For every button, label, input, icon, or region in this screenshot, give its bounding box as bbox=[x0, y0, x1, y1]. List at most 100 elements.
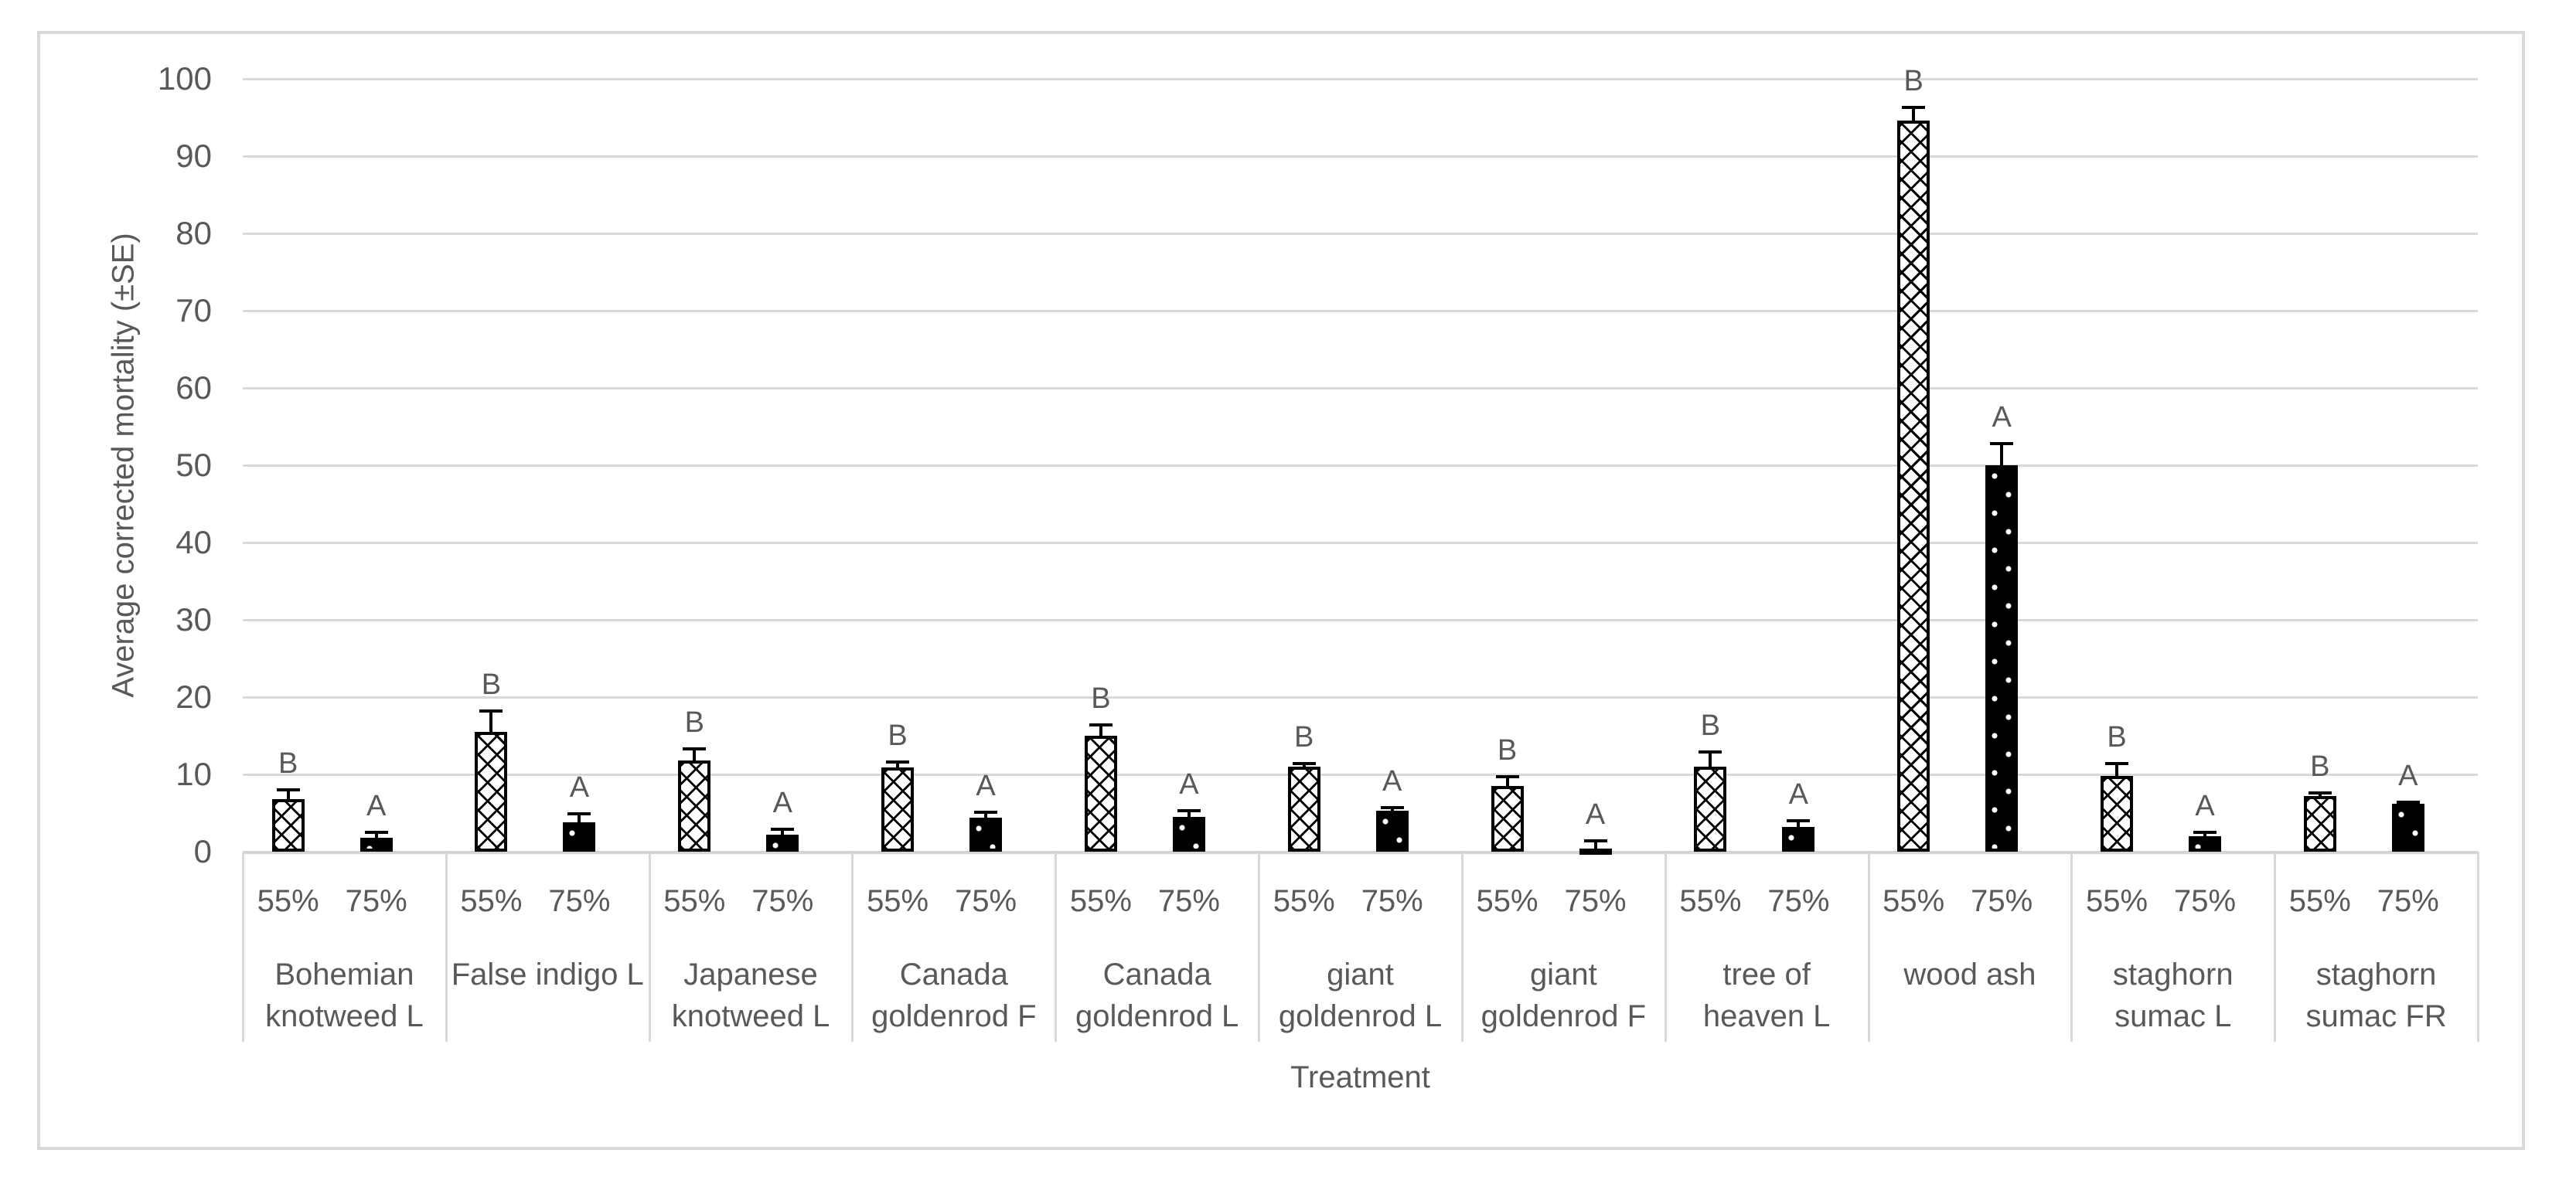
error-bar bbox=[1505, 777, 1509, 786]
category-label-line1: giant bbox=[1327, 958, 1394, 992]
error-bar bbox=[286, 790, 290, 799]
error-bar bbox=[693, 749, 697, 760]
bar-75pct-Canada-goldenrod-L bbox=[1172, 817, 1205, 852]
category-separator bbox=[2274, 852, 2277, 1042]
category-separator bbox=[1258, 852, 1261, 1042]
error-bar-cap bbox=[2105, 762, 2128, 765]
y-tick-label: 90 bbox=[175, 138, 212, 174]
significance-letter: B bbox=[1294, 721, 1314, 754]
error-bar bbox=[1099, 725, 1102, 736]
subtick-label-75pct: 75% bbox=[1564, 884, 1627, 918]
error-bar-cap bbox=[1787, 819, 1811, 822]
category-separator bbox=[1055, 852, 1058, 1042]
error-bar-cap bbox=[886, 760, 910, 764]
error-bar bbox=[2115, 764, 2118, 776]
y-tick-label: 20 bbox=[175, 679, 212, 715]
error-bar-cap bbox=[974, 811, 998, 814]
category-label-line2: sumac L bbox=[2114, 999, 2232, 1033]
category-label-line1: Canada bbox=[899, 958, 1008, 992]
error-bar-cap bbox=[1495, 775, 1519, 778]
subtick-label-55pct: 55% bbox=[460, 884, 523, 918]
category-label-line2: goldenrod F bbox=[1481, 999, 1647, 1033]
gridline-y-90 bbox=[243, 155, 2478, 158]
error-bar bbox=[1187, 811, 1191, 817]
error-bar bbox=[1302, 764, 1306, 767]
gridline-y-80 bbox=[243, 233, 2478, 235]
error-bar-cap bbox=[2308, 791, 2332, 794]
subtick-label-75pct: 75% bbox=[1971, 884, 2033, 918]
error-bar bbox=[1390, 808, 1394, 811]
significance-letter: A bbox=[1585, 798, 1606, 831]
error-bar-cap bbox=[276, 788, 300, 791]
subtick-label-55pct: 55% bbox=[1069, 884, 1132, 918]
subtick-label-75pct: 75% bbox=[1767, 884, 1830, 918]
error-bar bbox=[1709, 752, 1712, 767]
bar-75pct-Japanese-knotweed-L bbox=[766, 835, 799, 852]
y-tick-label: 50 bbox=[175, 447, 212, 483]
category-label-line2: sumac FR bbox=[2305, 999, 2447, 1033]
error-bar bbox=[2318, 793, 2322, 796]
x-axis-title: Treatment bbox=[1290, 1060, 1430, 1094]
bar-75pct-staghorn-sumac-L bbox=[2189, 836, 2221, 852]
bar-55pct-giant-goldenrod-L bbox=[1287, 767, 1320, 852]
category-label-line1: wood ash bbox=[1903, 958, 2036, 992]
significance-letter: B bbox=[684, 706, 704, 739]
y-axis-title: Average corrected mortality (±SE) bbox=[106, 233, 141, 698]
bar-55pct-staghorn-sumac-L bbox=[2101, 776, 2133, 852]
subtick-label-55pct: 55% bbox=[257, 884, 319, 918]
category-label-line2: knotweed L bbox=[265, 999, 424, 1033]
category-separator bbox=[2477, 852, 2479, 1042]
error-bar bbox=[2203, 832, 2206, 836]
bar-55pct-staghorn-sumac-FR bbox=[2303, 796, 2336, 852]
error-bar bbox=[374, 832, 378, 838]
subtick-label-55pct: 55% bbox=[1679, 884, 1742, 918]
bar-55pct-Bohemian-knotweed-L bbox=[271, 799, 305, 852]
y-tick-label: 60 bbox=[175, 369, 212, 406]
error-bar-cap bbox=[2193, 831, 2217, 834]
subtick-label-75pct: 75% bbox=[751, 884, 814, 918]
y-tick-label: 30 bbox=[175, 601, 212, 638]
gridline-y-100 bbox=[243, 78, 2478, 80]
y-tick-label: 70 bbox=[175, 292, 212, 328]
bar-75pct-tree-of-heaven-L bbox=[1782, 827, 1815, 852]
category-separator bbox=[1460, 852, 1463, 1042]
category-label-line2: goldenrod F bbox=[871, 999, 1037, 1033]
error-bar-cap bbox=[1292, 762, 1316, 765]
bar-55pct-Japanese-knotweed-L bbox=[678, 760, 711, 852]
significance-letter: B bbox=[2310, 750, 2330, 783]
category-label-line2: knotweed L bbox=[671, 999, 830, 1033]
significance-letter: B bbox=[1497, 734, 1518, 767]
category-separator bbox=[2070, 852, 2073, 1042]
gridline-y-20 bbox=[243, 696, 2478, 699]
y-tick-label: 80 bbox=[175, 215, 212, 251]
subtick-label-55pct: 55% bbox=[1476, 884, 1538, 918]
subtick-label-55pct: 55% bbox=[867, 884, 929, 918]
y-tick-label: 0 bbox=[193, 833, 212, 869]
bar-75pct-Canada-goldenrod-F bbox=[969, 818, 1003, 852]
bar-75pct-wood-ash bbox=[1985, 465, 2019, 852]
error-bar bbox=[1797, 821, 1801, 827]
error-bar-cap bbox=[1990, 442, 2014, 445]
error-bar bbox=[781, 829, 785, 835]
error-bar-cap bbox=[567, 812, 591, 815]
category-separator bbox=[445, 852, 448, 1042]
category-label-line1: staghorn bbox=[2112, 958, 2234, 992]
subtick-label-55pct: 55% bbox=[2288, 884, 2351, 918]
category-label-line1: giant bbox=[1529, 958, 1597, 992]
significance-letter: A bbox=[2195, 790, 2215, 822]
y-tick-label: 40 bbox=[175, 524, 212, 560]
x-axis-line bbox=[243, 851, 2478, 854]
gridline-y-60 bbox=[243, 387, 2478, 390]
error-bar bbox=[896, 762, 900, 767]
gridline-y-70 bbox=[243, 310, 2478, 312]
significance-letter: B bbox=[1903, 65, 1923, 97]
bar-75pct-Bohemian-knotweed-L bbox=[359, 838, 393, 852]
error-bar bbox=[578, 814, 581, 822]
gridline-y-30 bbox=[243, 619, 2478, 621]
significance-letter: A bbox=[1382, 765, 1402, 798]
subtick-label-75pct: 75% bbox=[1157, 884, 1220, 918]
significance-letter: A bbox=[569, 771, 590, 804]
error-bar-cap bbox=[479, 709, 503, 713]
bar-75pct-False-indigo-L bbox=[563, 822, 596, 852]
